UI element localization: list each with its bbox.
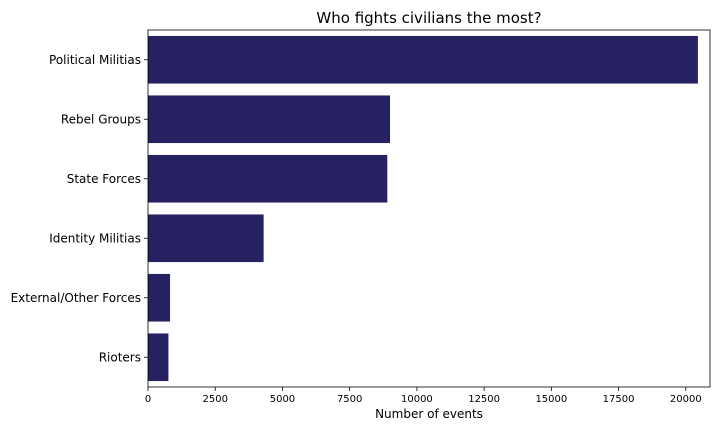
x-tick-label: 12500 [468, 394, 500, 405]
bar-2 [148, 154, 388, 203]
bar-1 [148, 95, 391, 144]
x-tick-label: 20000 [670, 394, 702, 405]
category-label: External/Other Forces [11, 291, 141, 305]
x-tick-label: 0 [145, 394, 151, 405]
bar-0 [148, 35, 698, 84]
x-tick-label: 5000 [270, 394, 295, 405]
category-label: State Forces [67, 172, 141, 186]
category-label: Rioters [99, 350, 141, 364]
x-axis-label: Number of events [375, 407, 483, 421]
bar-5 [148, 333, 169, 382]
x-tick-label: 10000 [401, 394, 433, 405]
chart-title: Who fights civilians the most? [316, 9, 541, 27]
x-tick-label: 2500 [202, 394, 227, 405]
category-label: Rebel Groups [61, 112, 141, 126]
x-tick-label: 15000 [535, 394, 567, 405]
plot-frame [147, 29, 711, 388]
axes-layer: Political Militias Rebel Groups State Forc… [11, 29, 711, 405]
bar-4 [148, 273, 171, 322]
x-tick-label: 7500 [337, 394, 362, 405]
bars-layer [148, 35, 698, 382]
category-label: Political Militias [49, 53, 141, 67]
category-label: Identity Militias [49, 231, 141, 245]
bar-3 [148, 214, 264, 263]
x-tick-label: 17500 [603, 394, 635, 405]
